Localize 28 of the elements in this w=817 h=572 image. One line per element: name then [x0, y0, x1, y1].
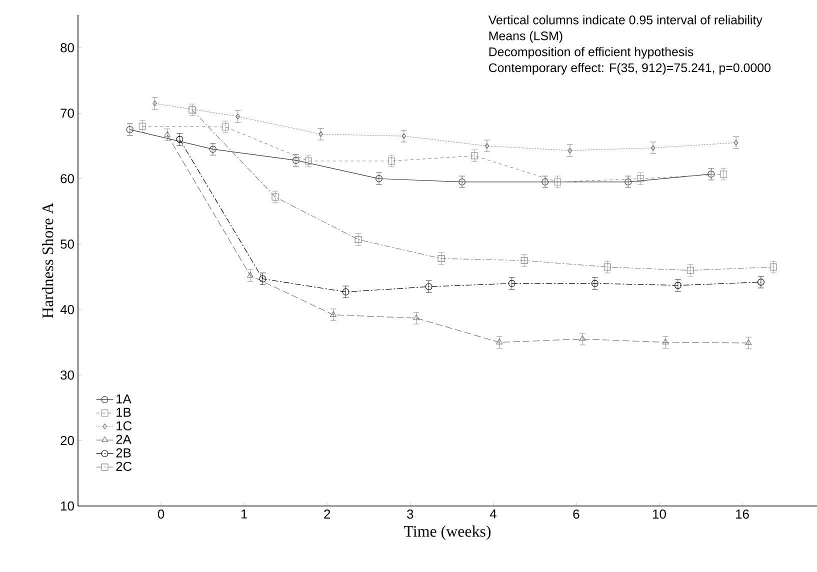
legend-label: 1C [116, 421, 132, 430]
x-tick-label: 1 [241, 510, 248, 518]
y-tick-label: 40 [60, 305, 74, 314]
annotation: Contemporary effect: F(35, 912)=75.241, p=0.0000 [488, 63, 771, 75]
y-tick-label: 30 [60, 370, 74, 380]
x-tick-label: 0 [158, 510, 164, 519]
y-tick-label: 80 [60, 43, 74, 52]
legend-label: 1A [116, 394, 132, 404]
x-axis-title: Time (weeks) [404, 526, 491, 540]
y-tick-label: 20 [60, 436, 74, 446]
x-tick-label: 6 [573, 510, 580, 519]
y-tick-label: 50 [60, 240, 74, 249]
x-tick-label: 3 [407, 510, 414, 519]
annotation: Vertical columns indicate 0.95 interval of reliability [488, 15, 762, 27]
annotation: Decomposition of efficient hypothesis [489, 47, 694, 59]
y-tick-label: 10 [61, 501, 74, 511]
x-tick-label: 4 [490, 510, 496, 518]
x-tick-label: 2 [324, 510, 330, 519]
y-tick-label: 70 [60, 108, 74, 118]
legend-label: 2C [116, 462, 132, 471]
x-tick-label: 10 [653, 510, 666, 519]
y-axis-title: Hardness Shore A [42, 202, 54, 318]
legend-label: 2B [116, 448, 131, 458]
legend-label: 2A [116, 434, 132, 444]
x-tick-label: 16 [736, 510, 749, 519]
annotation: Means (LSM) [489, 31, 562, 43]
y-tick-label: 60 [60, 174, 74, 184]
legend-label: 1B [116, 408, 131, 417]
